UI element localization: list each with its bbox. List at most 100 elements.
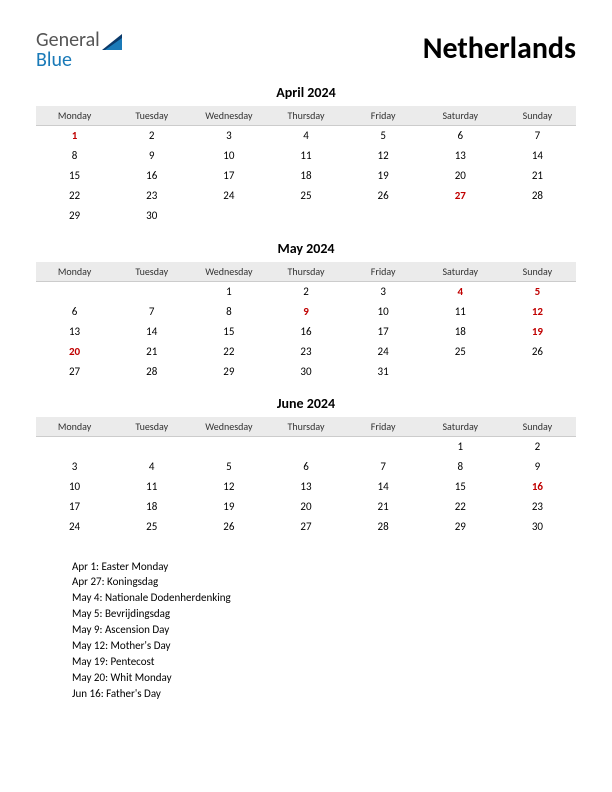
calendar-day: 30 xyxy=(113,206,190,226)
calendar-day: 10 xyxy=(36,477,113,497)
calendar-day: 29 xyxy=(190,361,267,381)
calendar-day xyxy=(190,206,267,226)
logo-text-2: Blue xyxy=(36,48,72,72)
holiday-item: May 5: Bevrijdingsdag xyxy=(72,606,576,622)
calendar-day: 14 xyxy=(499,146,576,166)
weekday-header: Sunday xyxy=(499,262,576,282)
calendar-day: 13 xyxy=(422,146,499,166)
calendar-day xyxy=(113,281,190,301)
calendar-day: 14 xyxy=(345,477,422,497)
calendar-day: 9 xyxy=(113,146,190,166)
weekday-header: Thursday xyxy=(267,262,344,282)
calendar-day: 27 xyxy=(36,361,113,381)
weekday-header: Monday xyxy=(36,417,113,437)
calendar-day: 4 xyxy=(422,281,499,301)
calendar-day: 3 xyxy=(345,281,422,301)
calendar-day: 26 xyxy=(345,186,422,206)
calendar-day: 24 xyxy=(345,341,422,361)
calendar-day xyxy=(345,437,422,457)
calendar-day xyxy=(499,361,576,381)
calendar-day: 30 xyxy=(267,361,344,381)
calendar-day: 17 xyxy=(36,497,113,517)
calendar-day: 26 xyxy=(499,341,576,361)
calendar-day: 16 xyxy=(499,477,576,497)
calendar-day xyxy=(113,437,190,457)
calendar-day xyxy=(36,281,113,301)
weekday-header: Monday xyxy=(36,262,113,282)
calendar-day: 6 xyxy=(267,457,344,477)
calendar-day: 14 xyxy=(113,321,190,341)
calendar-day xyxy=(345,206,422,226)
calendar-day: 13 xyxy=(36,321,113,341)
weekday-header: Tuesday xyxy=(113,106,190,126)
holiday-item: May 9: Ascension Day xyxy=(72,622,576,638)
calendar-day xyxy=(499,206,576,226)
calendar-table: MondayTuesdayWednesdayThursdayFridaySatu… xyxy=(36,106,576,226)
calendar-day: 9 xyxy=(267,301,344,321)
calendar-day: 28 xyxy=(499,186,576,206)
weekday-header: Friday xyxy=(345,417,422,437)
calendar-day: 5 xyxy=(499,281,576,301)
calendar-day: 21 xyxy=(345,497,422,517)
calendar-day: 22 xyxy=(190,341,267,361)
calendar-day xyxy=(190,437,267,457)
calendar-day: 12 xyxy=(499,301,576,321)
calendar-day: 25 xyxy=(113,517,190,537)
calendar-month: May 2024MondayTuesdayWednesdayThursdayFr… xyxy=(36,240,576,382)
calendar-day: 7 xyxy=(499,126,576,146)
calendar-day: 16 xyxy=(267,321,344,341)
holiday-item: Apr 27: Koningsdag xyxy=(72,574,576,590)
calendar-day: 12 xyxy=(345,146,422,166)
calendar-day: 22 xyxy=(422,497,499,517)
holiday-item: Apr 1: Easter Monday xyxy=(72,559,576,575)
calendar-day: 7 xyxy=(345,457,422,477)
month-title: June 2024 xyxy=(36,395,576,412)
calendar-day: 27 xyxy=(422,186,499,206)
calendar-day xyxy=(422,361,499,381)
calendar-day: 18 xyxy=(113,497,190,517)
calendar-day: 1 xyxy=(36,126,113,146)
calendar-day: 29 xyxy=(422,517,499,537)
calendar-day: 24 xyxy=(36,517,113,537)
calendar-day xyxy=(36,437,113,457)
holiday-item: May 19: Pentecost xyxy=(72,654,576,670)
calendar-day: 4 xyxy=(113,457,190,477)
calendars-container: April 2024MondayTuesdayWednesdayThursday… xyxy=(36,84,576,537)
weekday-header: Friday xyxy=(345,106,422,126)
holiday-item: May 20: Whit Monday xyxy=(72,670,576,686)
calendar-day: 19 xyxy=(499,321,576,341)
calendar-day: 23 xyxy=(113,186,190,206)
calendar-day: 18 xyxy=(422,321,499,341)
calendar-day: 2 xyxy=(267,281,344,301)
month-title: April 2024 xyxy=(36,84,576,101)
calendar-day: 19 xyxy=(190,497,267,517)
calendar-day: 17 xyxy=(345,321,422,341)
calendar-day: 2 xyxy=(499,437,576,457)
holiday-item: May 12: Mother's Day xyxy=(72,638,576,654)
holiday-item: May 4: Nationale Dodenherdenking xyxy=(72,590,576,606)
calendar-day: 4 xyxy=(267,126,344,146)
calendar-day: 2 xyxy=(113,126,190,146)
logo: General Blue xyxy=(36,30,124,70)
weekday-header: Saturday xyxy=(422,106,499,126)
calendar-day: 3 xyxy=(190,126,267,146)
weekday-header: Thursday xyxy=(267,417,344,437)
month-title: May 2024 xyxy=(36,240,576,257)
calendar-day: 11 xyxy=(422,301,499,321)
calendar-day: 25 xyxy=(422,341,499,361)
calendar-day: 8 xyxy=(422,457,499,477)
calendar-day: 31 xyxy=(345,361,422,381)
calendar-day: 8 xyxy=(36,146,113,166)
calendar-day: 20 xyxy=(36,341,113,361)
calendar-day: 25 xyxy=(267,186,344,206)
calendar-day xyxy=(267,437,344,457)
weekday-header: Monday xyxy=(36,106,113,126)
calendar-table: MondayTuesdayWednesdayThursdayFridaySatu… xyxy=(36,417,576,537)
weekday-header: Saturday xyxy=(422,262,499,282)
calendar-day: 8 xyxy=(190,301,267,321)
calendar-day: 15 xyxy=(36,166,113,186)
calendar-day: 11 xyxy=(267,146,344,166)
calendar-day xyxy=(422,206,499,226)
weekday-header: Wednesday xyxy=(190,262,267,282)
holiday-item: Jun 16: Father's Day xyxy=(72,686,576,702)
